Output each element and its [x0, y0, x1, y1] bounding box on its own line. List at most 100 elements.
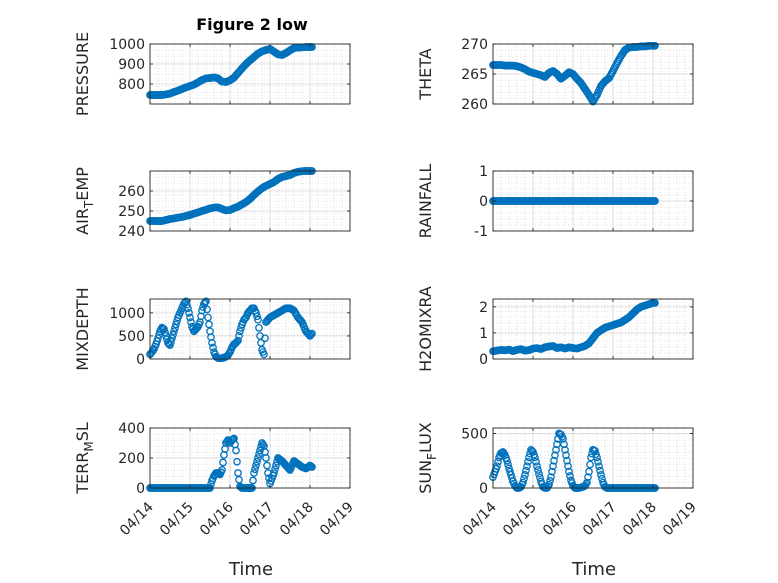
data-point [546, 477, 554, 485]
data-point [202, 297, 210, 306]
data-point [199, 303, 207, 311]
y-axis-label-main: PRESSURE [73, 32, 92, 116]
data-point [205, 320, 213, 329]
series-h2omixra [489, 299, 659, 356]
subplot-terr_msl: 0 200 400 04/14 04/15 04/16 04/17 04/18 04/19 TER… [73, 421, 357, 539]
data-point [234, 336, 242, 345]
data-point [563, 456, 571, 465]
subplot-theta: 260 265 270 THETA [416, 37, 694, 113]
data-point [249, 476, 257, 485]
series-mixdepth [146, 297, 316, 363]
data-point [593, 453, 601, 462]
y-axis-label-main: AIR [73, 208, 92, 235]
y-tick-label: 250 [118, 204, 145, 220]
data-point [284, 463, 292, 472]
data-point [183, 300, 191, 309]
y-axis-label: SUNFLUX [416, 422, 439, 494]
data-point [251, 465, 259, 474]
data-point [233, 457, 241, 466]
data-point [308, 329, 316, 338]
data-point [551, 451, 559, 460]
y-tick-label: 0 [479, 352, 488, 368]
y-tick-label: -1 [474, 224, 488, 240]
x-tick-label: 04/14 [460, 499, 500, 539]
data-point [272, 461, 280, 470]
data-point [585, 467, 593, 476]
data-point [521, 471, 529, 479]
data-point [171, 323, 179, 332]
data-point [306, 332, 314, 340]
x-tick-label: 04/18 [620, 499, 660, 539]
y-axis-label: PRESSURE [73, 32, 92, 116]
data-point [154, 334, 162, 343]
data-point [182, 297, 190, 306]
data-point [528, 447, 536, 455]
y-tick-label: 900 [118, 57, 145, 73]
data-point [259, 440, 267, 449]
data-point [270, 469, 278, 477]
axes-box [149, 298, 351, 360]
x-tick-label: 04/17 [580, 499, 620, 539]
y-axis-label: AIRTEMP [73, 167, 96, 235]
figure-title: Figure 2 low [196, 15, 308, 34]
y-axis-label: THETA [416, 48, 435, 100]
data-point [503, 456, 511, 465]
series-air_temp [146, 167, 316, 225]
axes-box [149, 170, 351, 232]
subplot-pressure: 800 900 1000 PRESSURE [73, 32, 351, 116]
data-point [561, 445, 569, 454]
data-point [523, 462, 531, 471]
data-point [252, 308, 260, 317]
y-tick-label: 2 [479, 300, 488, 316]
data-point [271, 465, 279, 474]
data-point [307, 330, 315, 339]
data-point [596, 466, 604, 475]
y-axis-label-main: H2OMIXRA [416, 286, 435, 372]
x-tick-label: 04/15 [157, 499, 197, 539]
data-point [165, 340, 173, 348]
data-point [651, 41, 659, 50]
y-axis-label-main: RAINFALL [416, 164, 435, 239]
data-point [256, 446, 264, 455]
y-axis-label: H2OMIXRA [416, 286, 435, 372]
data-point [308, 463, 316, 471]
data-point [586, 460, 594, 469]
x-tick-label: 04/16 [197, 499, 237, 539]
x-axis-label-right: Time [571, 559, 616, 580]
y-axis-label-main: TERR [73, 452, 92, 495]
x-tick-label: 04/16 [540, 499, 580, 539]
data-point [235, 332, 243, 340]
data-point [532, 457, 540, 466]
data-point [198, 306, 206, 315]
x-tick-label: 04/17 [237, 499, 277, 539]
data-point [591, 447, 599, 455]
data-point [160, 325, 168, 333]
series-sun_flux [489, 429, 659, 492]
data-point [257, 442, 265, 451]
data-point [559, 435, 567, 443]
subplot-mixdepth: 0 500 1000 MIXDEPTH [73, 287, 351, 371]
y-tick-label: 0 [479, 194, 488, 210]
y-tick-label: 265 [461, 67, 488, 83]
data-point [552, 445, 560, 454]
data-point [548, 467, 556, 476]
x-tick-label: 04/19 [660, 499, 700, 539]
data-point [208, 338, 216, 347]
data-point [167, 337, 175, 346]
data-point [560, 440, 568, 449]
data-point [535, 469, 543, 478]
x-tick-label: 04/19 [317, 499, 357, 539]
data-point [254, 315, 262, 324]
data-point [236, 327, 244, 336]
axes-box [149, 43, 351, 105]
y-tick-label: 0 [136, 481, 145, 497]
data-point [219, 458, 227, 467]
data-point [253, 312, 261, 321]
y-axis-label-subscript: T [82, 200, 96, 209]
y-axis-label-main: THETA [416, 48, 435, 100]
data-point [595, 462, 603, 471]
y-tick-label: 1 [479, 164, 488, 180]
data-point [255, 323, 263, 332]
data-point [519, 478, 527, 487]
